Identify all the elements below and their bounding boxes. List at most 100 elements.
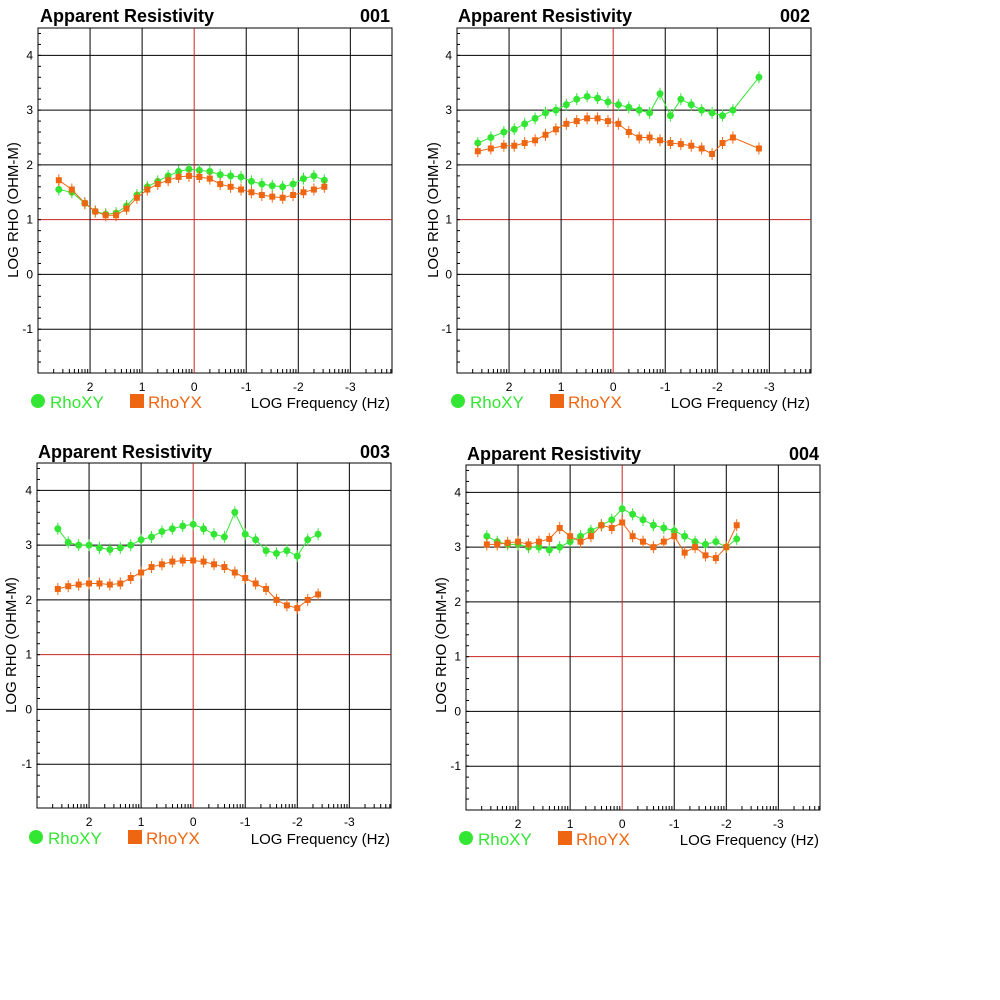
rhoxy-point [247,177,255,185]
y-axis-label: LOG RHO (OHM-M) [3,577,20,713]
x-axis-label: LOG Frequency (Hz) [671,395,810,412]
panel-id: 003 [360,442,390,462]
y-tick-label: 3 [25,538,32,552]
rhoxy-point [116,544,124,552]
plot-frame [37,27,393,374]
rhoxy-point [712,538,720,546]
rhoxy-point [614,101,622,109]
rhoyx-point [102,212,109,219]
rhoxy-point [127,541,135,549]
rhoyx-point [681,549,688,556]
rhoxy-point [300,175,307,183]
rhoyx-point [96,580,103,587]
rhoxy-point [268,182,276,190]
rhoyx-point [542,131,549,138]
rhoxy-point [755,73,763,81]
rhoyx-point [733,522,740,529]
rhoyx-point [169,558,176,565]
y-tick-label: 2 [445,158,452,172]
rhoyx-point [269,193,276,200]
rhoxy-point [521,120,529,128]
rhoxy-point [656,90,664,98]
rhoyx-point [577,538,584,545]
rhoxy-point [733,535,741,543]
rhoyx-point [629,533,636,540]
rhoxy-point [583,92,591,100]
x-axis-label: LOG Frequency (Hz) [251,395,390,412]
rhoyx-point [248,189,255,196]
x-tick-label: -3 [764,380,775,394]
rhoyx-point [500,142,507,149]
rhoxy-point [293,552,301,560]
rhoyx-point [667,140,674,146]
rhoyx-point [65,583,72,590]
rhoxy-point [262,547,270,555]
rhoxy-point [562,101,570,109]
rhoyx-point [190,557,197,564]
x-tick-label: -2 [293,380,304,394]
rhoxy-point [237,173,245,181]
legend: RhoXY RhoYX [29,829,200,848]
rhoxy-point [646,109,654,117]
rhoxy-point [241,530,249,538]
rhoxy-point [189,520,197,528]
rhoxy-point [649,521,657,529]
x-tick-label: -1 [669,817,680,831]
rhoyx-point [671,533,678,540]
rhoxy-point [552,106,560,114]
rhoxy-point [168,525,176,533]
rhoxy-point [487,134,495,142]
rhoyx-point [587,533,594,540]
rhoxy-point [210,530,218,538]
rhoxy-legend-marker [29,830,43,844]
rhoxy-point [185,165,193,173]
rhoxy-point [54,525,62,533]
rhoyx-point [75,581,82,588]
panel-title: Apparent Resistivity [40,6,214,26]
rhoyx-point [552,126,559,133]
rhoyx-point [279,194,286,201]
panel-id: 002 [780,6,810,26]
rhoxy-point [618,505,626,513]
rhoyx-point [123,205,130,212]
rhoyx-point [688,142,695,149]
rhoyx-point [154,181,161,188]
rhoyx-point [231,569,238,576]
x-tick-label: 1 [558,380,565,394]
rhoxy-point [158,527,166,535]
legend-rhoxy: RhoXY [50,393,104,412]
y-tick-label: 4 [26,48,33,62]
chart-002: 4 3 2 1 0 -1 2 1 0 -1 -2 -3 [441,27,812,394]
rhoyx-point [273,596,280,603]
legend-rhoyx: RhoYX [568,393,622,412]
rhoyx-point [723,544,730,551]
rhoxy-point [483,532,491,540]
rhoxy-point [179,522,187,530]
rhoxy-point [545,546,553,554]
x-tick-label: 0 [190,815,197,829]
rhoyx-point [138,569,145,576]
rhoyx-point [238,186,245,193]
rhoyx-point [677,141,684,148]
plot-areas: 4 3 2 1 0 -1 2 1 0 -1 -2 -3 4 3 2 1 0 -1 2 1 0 -1 -2 -3 4 3 2 1 0 -1 2… [21,27,821,831]
rhoxy-point [106,546,114,554]
y-tick-label: -1 [441,322,452,336]
rhoyx-point [702,552,709,559]
x-tick-label: 2 [87,380,94,394]
plot-frame [465,464,821,811]
x-tick-label: 0 [619,817,626,831]
rhoyx-point [698,145,705,152]
rhoxy-point [137,536,145,544]
rhoxy-legend-marker [459,831,473,845]
rhoyx-point [504,539,511,546]
rhoyx-point [127,575,134,581]
rhoxy-point [289,180,297,188]
y-tick-label: 4 [445,48,452,62]
rhoxy-point [314,530,322,538]
rhoxy-point [64,538,72,546]
y-tick-label: 4 [454,485,461,499]
rhoxy-point [320,176,328,184]
panel-002: Apparent Resistivity 002 LOG RHO (OHM-M)… [425,6,810,412]
rhoyx-point [258,192,265,199]
